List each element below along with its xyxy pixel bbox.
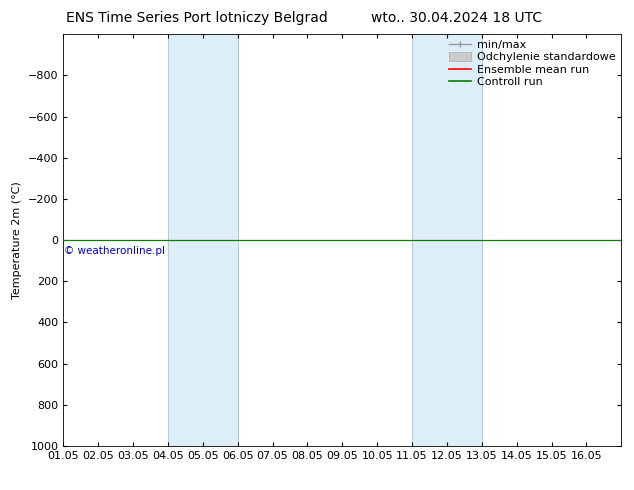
Text: ENS Time Series Port lotniczy Belgrad: ENS Time Series Port lotniczy Belgrad [66, 11, 327, 25]
Text: wto.. 30.04.2024 18 UTC: wto.. 30.04.2024 18 UTC [371, 11, 542, 25]
Y-axis label: Temperature 2m (°C): Temperature 2m (°C) [13, 181, 22, 299]
Bar [168, 34, 238, 446]
Legend: min/max, Odchylenie standardowe, Ensemble mean run, Controll run: min/max, Odchylenie standardowe, Ensembl… [447, 38, 618, 89]
Bar [412, 34, 482, 446]
Text: © weatheronline.pl: © weatheronline.pl [64, 246, 165, 256]
